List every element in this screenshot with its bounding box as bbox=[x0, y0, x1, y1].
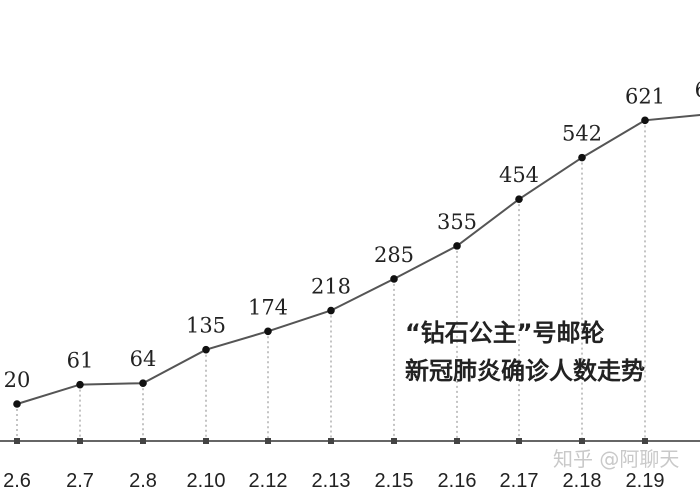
chart-title-line-2: 新冠肺炎确诊人数走势 bbox=[405, 357, 645, 385]
x-tick-label: 2.10 bbox=[187, 470, 226, 492]
data-point bbox=[578, 153, 586, 162]
x-tick-labels: 2.6 2.7 2.8 2.10 2.12 2.13 2.15 2.16 2.17 2.18 2.1… bbox=[3, 470, 665, 492]
x-axis-ticks bbox=[14, 438, 648, 444]
data-point bbox=[13, 400, 21, 408]
data-point bbox=[515, 195, 523, 203]
data-label: 63 bbox=[695, 78, 700, 102]
x-tick-mark bbox=[391, 438, 397, 444]
watermark: 知乎 @阿聊天 bbox=[553, 447, 679, 471]
data-point bbox=[76, 380, 84, 389]
data-label: 174 bbox=[248, 295, 288, 319]
x-tick-label: 2.8 bbox=[129, 470, 157, 492]
data-point bbox=[390, 275, 398, 283]
x-tick-label: 2.17 bbox=[500, 470, 539, 492]
data-labels: 20 61 64 135 174 218 285 355 454 542 621 63 bbox=[4, 78, 700, 392]
data-point bbox=[139, 379, 147, 388]
chart-title-line-1: “钻石公主”号邮轮 bbox=[405, 319, 605, 347]
data-point bbox=[641, 116, 649, 125]
data-label: 355 bbox=[437, 210, 477, 234]
x-tick-label: 2.6 bbox=[3, 470, 31, 492]
x-tick-label: 2.16 bbox=[438, 470, 477, 492]
x-tick-label: 2.15 bbox=[375, 470, 414, 492]
data-label: 135 bbox=[186, 314, 226, 338]
data-point bbox=[264, 327, 272, 336]
x-tick-mark bbox=[579, 438, 585, 444]
x-tick-label: 2.18 bbox=[563, 470, 602, 492]
data-label: 542 bbox=[562, 122, 602, 146]
x-tick-label: 2.12 bbox=[249, 470, 288, 492]
x-tick-label: 2.19 bbox=[626, 470, 665, 492]
data-label: 218 bbox=[311, 275, 351, 299]
data-label: 621 bbox=[625, 84, 665, 108]
data-label: 61 bbox=[67, 349, 94, 373]
x-tick-mark bbox=[642, 438, 648, 444]
x-tick-mark bbox=[265, 438, 271, 444]
x-tick-mark bbox=[454, 438, 460, 444]
series-line bbox=[16, 113, 700, 405]
data-point bbox=[202, 345, 210, 354]
data-point bbox=[327, 306, 335, 315]
x-tick-label: 2.13 bbox=[312, 470, 351, 492]
x-tick-mark bbox=[203, 438, 209, 444]
x-tick-label: 2.7 bbox=[66, 470, 94, 492]
x-tick-mark bbox=[140, 438, 146, 444]
data-label: 454 bbox=[499, 163, 539, 187]
data-label: 20 bbox=[4, 368, 31, 392]
x-tick-mark bbox=[328, 438, 334, 444]
data-label: 64 bbox=[130, 347, 157, 371]
data-point bbox=[453, 242, 461, 250]
data-label: 285 bbox=[374, 243, 414, 267]
data-points bbox=[13, 116, 649, 408]
drop-lines bbox=[16, 120, 646, 441]
x-tick-mark bbox=[516, 438, 522, 444]
x-tick-mark bbox=[14, 438, 20, 444]
x-tick-mark bbox=[77, 438, 83, 444]
